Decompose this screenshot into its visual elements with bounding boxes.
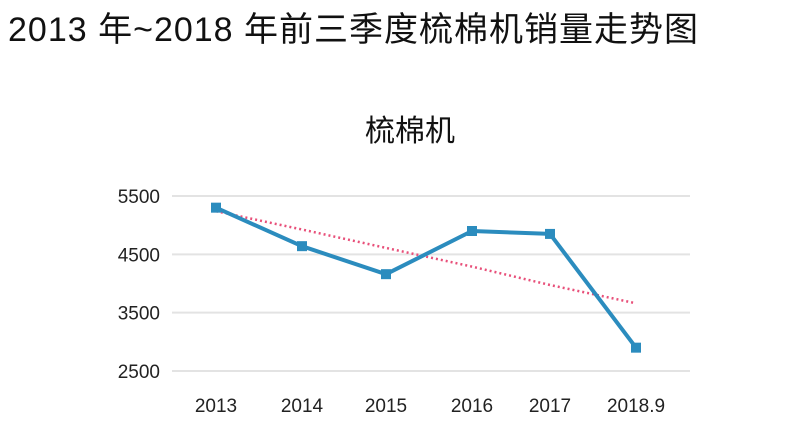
x-tick-label: 2018.9 [607,396,665,417]
y-tick-label: 5500 [118,187,160,208]
data-point-marker [211,202,221,213]
series-lines [211,202,641,353]
x-tick-label: 2016 [451,396,493,417]
data-point-marker [467,226,477,236]
data-point-marker [545,228,555,239]
y-tick-label: 2500 [118,362,160,383]
y-tick-label: 3500 [118,304,160,325]
y-tick-label: 4500 [118,245,160,266]
gridlines [172,195,690,372]
x-tick-label: 2013 [195,396,237,417]
sales-line [215,205,638,349]
chart-title: 梳棉机 [365,114,455,149]
x-tick-label: 2014 [281,396,324,417]
data-point-marker [381,269,391,280]
data-point-marker [297,241,307,252]
trend-line [215,209,637,305]
x-tick-label: 2015 [365,396,407,417]
data-point-marker [631,342,641,353]
page-title: 2013 年~2018 年前三季度梳棉机销量走势图 [8,11,700,49]
x-axis-tick-labels: 2013 2014 2015 2016 2017 2018.9 [195,396,665,417]
x-tick-label: 2017 [529,396,571,417]
y-axis-tick-labels: 2500 3500 4500 5500 [118,187,160,383]
